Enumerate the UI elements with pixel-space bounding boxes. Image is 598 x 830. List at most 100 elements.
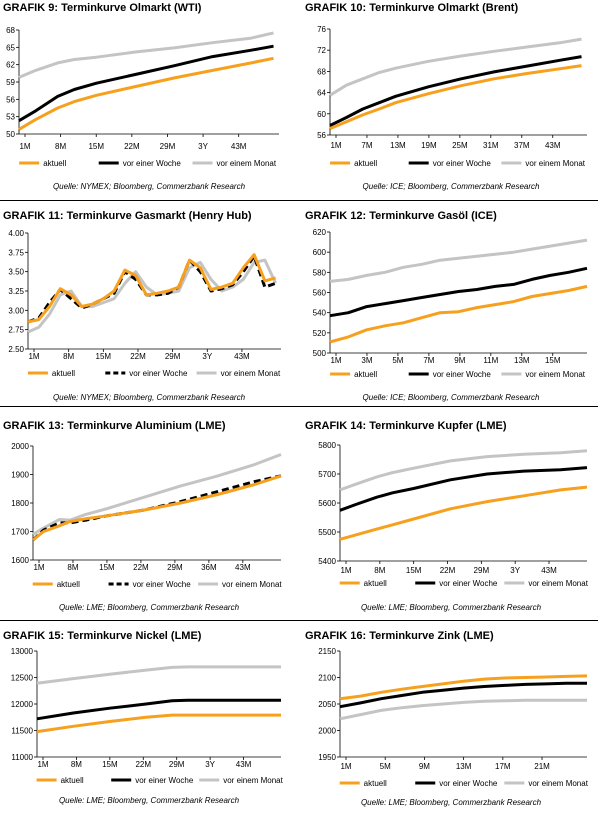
- x-tick-label: 3M: [361, 356, 372, 365]
- x-tick-label: 8M: [67, 563, 78, 572]
- series-line-vor-einer-Woche: [329, 55, 582, 127]
- x-tick-label: 7M: [361, 141, 372, 150]
- legend-label: aktuell: [43, 159, 66, 168]
- chart-number: GRAFIK 14:: [305, 420, 367, 432]
- y-tick-label: 2000: [318, 727, 336, 736]
- y-tick-label: 2.50: [8, 345, 24, 354]
- x-tick-label: 1M: [340, 762, 351, 771]
- chart-title: GRAFIK 13: Terminkurve Aluminium (LME): [3, 420, 225, 432]
- y-tick-label: 68: [317, 67, 326, 76]
- x-tick-label: 1M: [330, 356, 341, 365]
- chart-source: Quelle: NYMEX; Bloomberg, Commerzbank Re…: [52, 393, 246, 402]
- x-tick-label: 7M: [423, 356, 434, 365]
- x-tick-label: 1M: [19, 142, 30, 151]
- chart-title-text: Terminkurve Olmarkt (Brent): [369, 2, 519, 14]
- chart-title-text: Terminkurve Aluminium (LME): [67, 420, 226, 432]
- chart-panel-16: GRAFIK 16: Terminkurve Zink (LME) 1950 200…: [305, 630, 597, 830]
- chart-source: Quelle: ICE; Bloomberg, Commerzbank Rese…: [362, 393, 540, 402]
- separator-2: [0, 406, 598, 407]
- y-tick-label: 520: [313, 329, 327, 338]
- y-tick-label: 2.75: [8, 326, 24, 335]
- chart-svg: 500 520 540 560 580 600 620 1M 3M 5M 7M 9M 11M 13M 15M…: [313, 228, 588, 379]
- chart-source: Quelle: LME; Bloomberg, Commerzbank Rese…: [58, 796, 240, 805]
- series-line-aktuell: [339, 485, 588, 541]
- x-tick-label: 1M: [340, 566, 351, 575]
- chart-title-text: Terminkurve Gasöl (ICE): [369, 210, 497, 222]
- chart-number: GRAFIK 13:: [3, 420, 65, 432]
- y-tick-label: 2000: [11, 442, 29, 451]
- chart-title: GRAFIK 10: Terminkurve Olmarkt (Brent): [305, 2, 518, 14]
- chart-svg: 2.50 2.75 3.00 3.25 3.50 3.75 4.00 1M 8M 15M 22M 29…: [8, 229, 281, 378]
- legend-label: aktuell: [354, 159, 377, 168]
- series-line-vor-einer-Woche: [329, 266, 588, 318]
- chart-svg: 5400 5500 5600 5700 5800 1M 8M 15M 22M 29M 3Y 43M ak…: [318, 441, 589, 588]
- x-tick-label: 15M: [96, 352, 112, 361]
- chart-title-text: Terminkurve Gasmarkt (Henry Hub): [66, 210, 252, 222]
- chart-title-text: Terminkurve Kupfer (LME): [369, 420, 507, 432]
- series-line-aktuell: [27, 253, 277, 324]
- chart-svg: 1950 2000 2050 2100 2150 1M 5M 9M 13M 17M 21M aktue…: [318, 647, 589, 788]
- legend-label: vor einer Woche: [433, 370, 492, 379]
- chart-title: GRAFIK 14: Terminkurve Kupfer (LME): [305, 420, 507, 432]
- x-tick-label: 22M: [440, 566, 456, 575]
- series-line-vor-einem-Monat: [339, 449, 588, 492]
- x-tick-label: 22M: [133, 563, 149, 572]
- series-line-vor-einem-Monat: [36, 665, 281, 685]
- series-line-vor-einer-Woche: [36, 698, 281, 721]
- y-tick-label: 62: [6, 61, 15, 70]
- y-tick-label: 68: [6, 26, 15, 35]
- y-tick-label: 3.25: [8, 287, 24, 296]
- legend-label: vor einem Monat: [217, 159, 277, 168]
- x-tick-label: 13M: [390, 141, 406, 150]
- x-tick-label: 3Y: [205, 760, 215, 769]
- y-tick-label: 1700: [11, 528, 29, 537]
- x-tick-label: 17M: [495, 762, 511, 771]
- separator-3: [0, 620, 598, 621]
- chart-number: GRAFIK 12:: [305, 210, 367, 222]
- series-line-vor-einem-Monat: [329, 37, 582, 97]
- y-tick-label: 5500: [318, 528, 336, 537]
- x-tick-label: 22M: [124, 142, 140, 151]
- series-line-aktuell: [329, 284, 588, 344]
- chart-number: GRAFIK 16:: [305, 630, 367, 642]
- x-tick-label: 8M: [55, 142, 66, 151]
- series-line-aktuell: [339, 674, 588, 701]
- x-tick-label: 43M: [235, 563, 251, 572]
- y-tick-label: 50: [6, 130, 15, 139]
- chart-source: Quelle: LME; Bloomberg, Commerzbank Rese…: [360, 798, 542, 807]
- x-tick-label: 11M: [483, 356, 498, 365]
- legend-label: vor einer Woche: [135, 776, 194, 785]
- chart-panel-10: GRAFIK 10: Terminkurve Olmarkt (Brent) 56…: [305, 2, 597, 202]
- legend-label: aktuell: [57, 580, 80, 589]
- y-tick-label: 600: [313, 248, 327, 257]
- series-line-aktuell: [18, 56, 274, 131]
- legend-label: vor einer Woche: [133, 580, 192, 589]
- chart-svg: 56 60 64 68 72 76 1M 7M 13M 19M 25M 31M 37M 43M aktuel…: [317, 25, 587, 168]
- y-tick-label: 3.50: [8, 268, 24, 277]
- series-line-vor-einer-Woche: [339, 681, 587, 709]
- chart-panel-12: GRAFIK 12: Terminkurve Gasöl (ICE) 500 520…: [305, 210, 597, 410]
- chart-title: GRAFIK 16: Terminkurve Zink (LME): [305, 630, 494, 642]
- x-tick-label: 5M: [380, 762, 391, 771]
- chart-number: GRAFIK 15:: [3, 630, 65, 642]
- y-tick-label: 500: [313, 349, 327, 358]
- chart-panel-9: GRAFIK 9: Terminkurve Olmarkt (WTI) 50 53 5…: [3, 2, 295, 202]
- x-tick-label: 29M: [160, 142, 176, 151]
- chart-title: GRAFIK 15: Terminkurve Nickel (LME): [3, 630, 201, 642]
- series-line-vor-einer-Woche: [339, 466, 588, 512]
- y-tick-label: 11000: [11, 753, 33, 762]
- y-tick-label: 5600: [318, 499, 336, 508]
- x-tick-label: 43M: [234, 352, 250, 361]
- x-tick-label: 15M: [99, 563, 115, 572]
- legend-label: aktuell: [364, 779, 387, 788]
- x-tick-label: 9M: [454, 356, 465, 365]
- chart-title: GRAFIK 9: Terminkurve Olmarkt (WTI): [3, 2, 201, 14]
- y-tick-label: 76: [317, 25, 326, 34]
- chart-number: GRAFIK 9:: [3, 2, 58, 14]
- x-tick-label: 43M: [231, 142, 247, 151]
- y-tick-label: 65: [6, 43, 15, 52]
- y-tick-label: 59: [6, 78, 15, 87]
- chart-title: GRAFIK 12: Terminkurve Gasöl (ICE): [305, 210, 497, 222]
- series-line-aktuell: [329, 64, 582, 130]
- y-tick-label: 3.75: [8, 248, 24, 257]
